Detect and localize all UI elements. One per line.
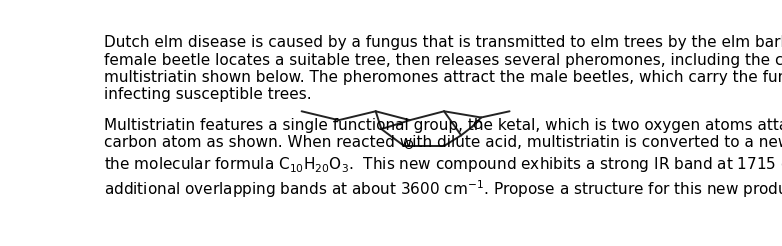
Text: O: O [472, 120, 482, 132]
Text: O: O [404, 139, 414, 152]
Text: Dutch elm disease is caused by a fungus that is transmitted to elm trees by the : Dutch elm disease is caused by a fungus … [104, 35, 782, 102]
Text: Multistriatin features a single functional group, the ketal, which is two oxygen: Multistriatin features a single function… [104, 118, 782, 200]
